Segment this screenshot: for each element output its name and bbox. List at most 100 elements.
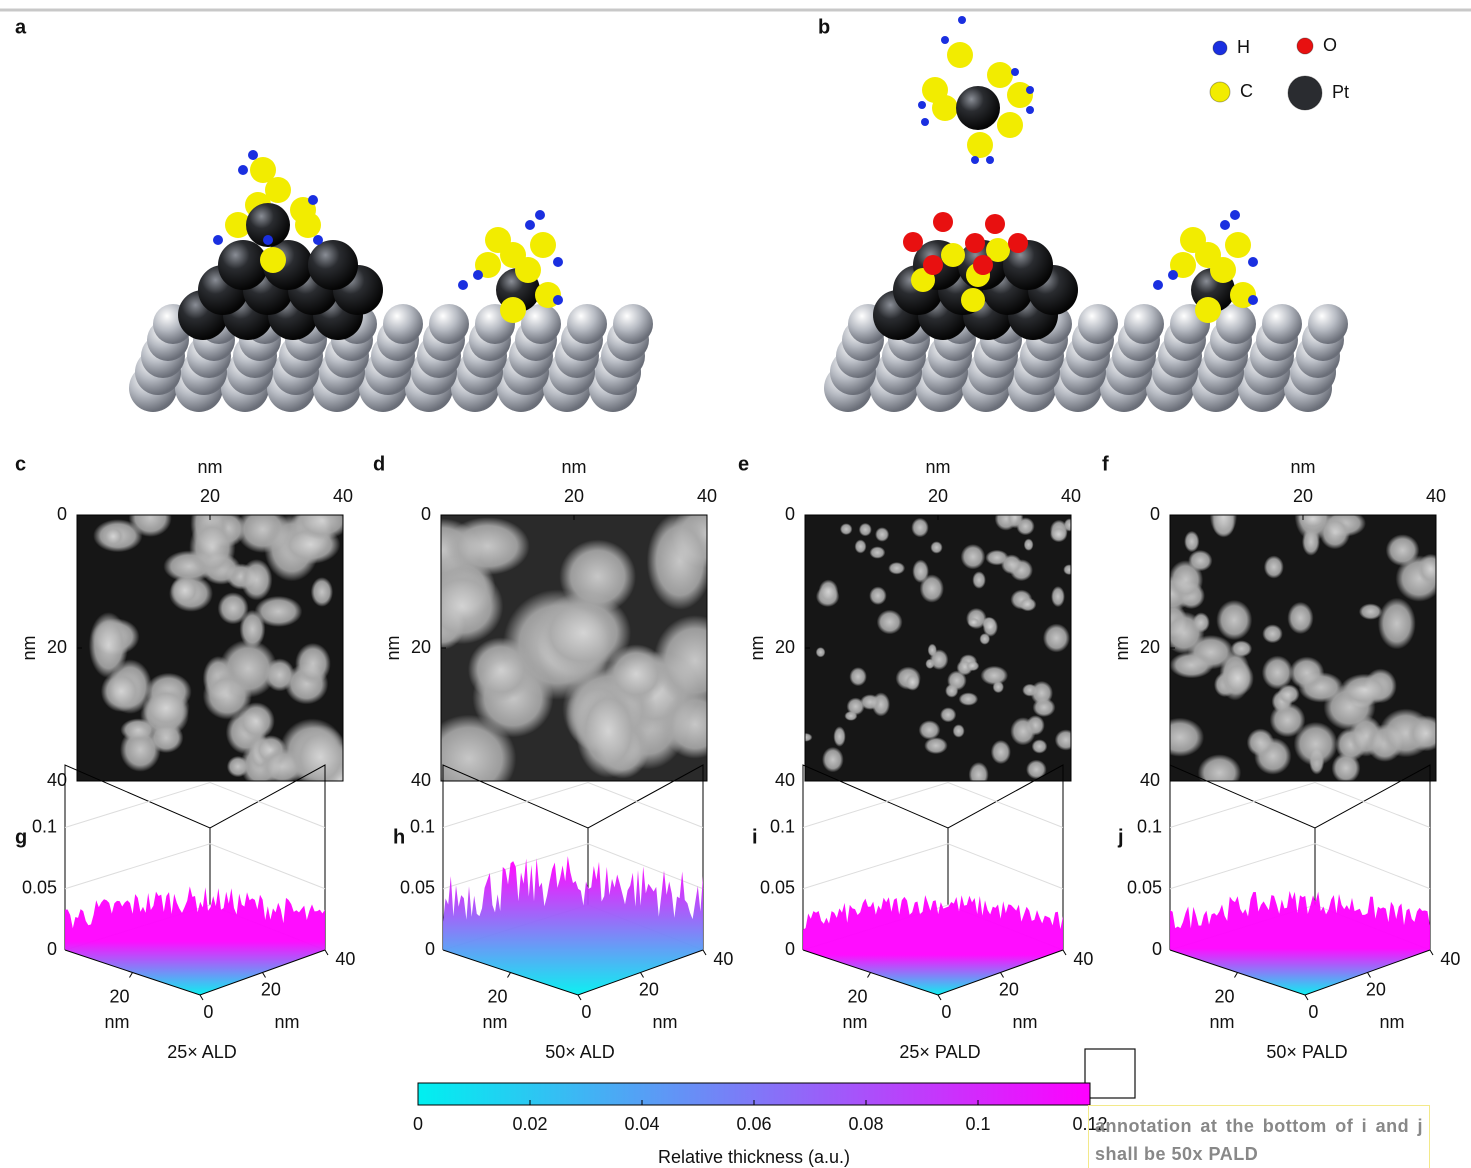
right-tick: [325, 950, 328, 955]
z-tick-label: 0.1: [410, 816, 435, 836]
right-axis-label: nm: [652, 1012, 677, 1032]
h-atom: [553, 257, 563, 267]
h-atom: [1248, 295, 1258, 305]
particle: [869, 586, 887, 605]
particle: [445, 517, 529, 575]
c-atom: [250, 157, 276, 183]
o-atom: [965, 233, 985, 253]
right-tick-label: 20: [261, 979, 281, 999]
right-axis-label: nm: [1379, 1012, 1404, 1032]
particle: [1287, 602, 1313, 634]
particle: [940, 707, 956, 722]
c-atom: [1210, 257, 1236, 283]
c-atom: [515, 257, 541, 283]
colorbar-label: Relative thickness (a.u.): [658, 1147, 850, 1167]
particle: [968, 618, 980, 628]
substrate-atom: [429, 304, 469, 344]
highlight-box: [1085, 1049, 1135, 1098]
z-tick-label: 0.05: [760, 878, 795, 898]
x-axis-label: nm: [925, 457, 950, 477]
y-tick-label: 0: [785, 504, 795, 524]
particle: [959, 692, 979, 705]
particle: [1264, 555, 1284, 578]
particle: [953, 724, 965, 737]
h-atom: [525, 220, 535, 230]
left-axis-label: nm: [842, 1012, 867, 1032]
particle: [1043, 624, 1070, 653]
particle: [102, 526, 124, 547]
left-tick-label: 20: [109, 986, 129, 1006]
particle: [1051, 586, 1065, 607]
particle: [919, 720, 941, 739]
c-atom: [295, 212, 321, 238]
particle: [859, 523, 872, 537]
y-tick-label: 40: [411, 770, 431, 790]
surface-caption: 50× ALD: [545, 1042, 615, 1062]
particle: [924, 737, 948, 754]
right-axis-label: nm: [274, 1012, 299, 1032]
particle: [1050, 526, 1067, 542]
particle: [945, 684, 958, 698]
particle: [818, 579, 838, 603]
particle: [240, 610, 266, 649]
c-atom: [922, 77, 948, 103]
panel-label: g: [15, 826, 27, 848]
c-atom: [941, 243, 965, 267]
h-atom: [308, 195, 318, 205]
particle: [559, 540, 636, 614]
particle: [421, 568, 503, 644]
y-tick-label: 20: [775, 637, 795, 657]
right-tick: [938, 995, 941, 1000]
afm-image: [798, 507, 1077, 788]
particle: [311, 577, 333, 607]
z-tick-label: 0: [785, 939, 795, 959]
particle: [869, 546, 885, 558]
x-axis-label: nm: [561, 457, 586, 477]
h-atom: [458, 280, 468, 290]
c-atom: [260, 247, 286, 273]
pt-atom: [956, 86, 1000, 130]
particle: [1007, 507, 1023, 529]
y-tick-label: 0: [1150, 504, 1160, 524]
scene: [129, 150, 653, 412]
o-atom: [933, 212, 953, 232]
legend-label: Pt: [1332, 82, 1349, 102]
particle: [1198, 754, 1241, 791]
y-tick-label: 0: [57, 504, 67, 524]
legend-swatch: [1210, 82, 1230, 102]
x-axis-label: nm: [1290, 457, 1315, 477]
particle: [1386, 534, 1420, 566]
particle: [1010, 717, 1036, 745]
x-tick-label: 40: [333, 486, 353, 506]
particle: [294, 501, 350, 539]
legend-swatch: [1213, 41, 1227, 55]
afm-image: [1152, 491, 1445, 792]
h-atom: [1248, 257, 1258, 267]
substrate-atom: [567, 304, 607, 344]
o-atom: [923, 255, 943, 275]
h-atom: [248, 150, 258, 160]
y-tick-label: 0: [421, 504, 431, 524]
c-atom: [967, 132, 993, 158]
x-tick-label: 20: [200, 486, 220, 506]
x-tick-label: 40: [1426, 486, 1446, 506]
particle: [1026, 760, 1047, 780]
particle: [993, 681, 1004, 693]
c-atom: [1225, 232, 1251, 258]
particle: [1188, 550, 1212, 571]
h-atom: [553, 295, 563, 305]
legend-label: H: [1237, 37, 1250, 57]
c-atom: [997, 112, 1023, 138]
afm-image: [77, 494, 371, 801]
particle: [911, 518, 929, 537]
h-atom: [941, 36, 949, 44]
surface-caption: 25× ALD: [167, 1042, 237, 1062]
left-tick: [1235, 973, 1238, 978]
pt-atom: [218, 240, 268, 290]
particle: [991, 740, 1011, 764]
particle: [912, 560, 929, 583]
particle: [930, 541, 942, 553]
y-tick-label: 40: [1140, 770, 1160, 790]
x-axis-label: nm: [197, 457, 222, 477]
surface-caption: 25× PALD: [899, 1042, 980, 1062]
